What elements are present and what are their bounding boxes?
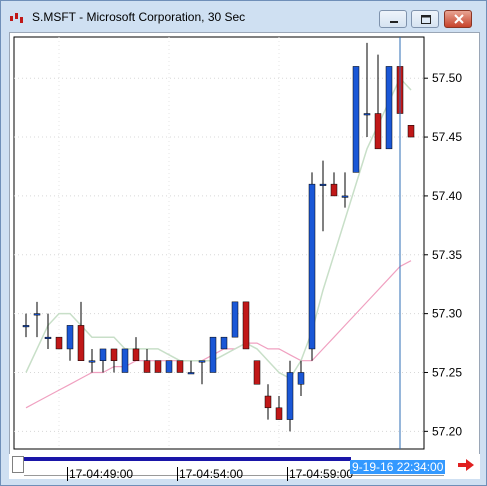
candle-body [363, 113, 371, 116]
candle-body [407, 125, 415, 138]
candle-body [352, 66, 360, 173]
title-bar[interactable]: S.MSFT - Microsoft Corporation, 30 Sec [1, 1, 486, 31]
candle-body [88, 360, 96, 363]
scroll-left-box[interactable] [12, 456, 24, 473]
candle-body [253, 360, 261, 385]
cursor-time-label: 9-19-16 22:34:00 [350, 460, 446, 474]
candle-body [220, 336, 228, 350]
time-label: 17-04:54:00 [179, 467, 244, 481]
restore-icon [421, 15, 431, 24]
y-tick-label: 57.25 [432, 365, 462, 379]
candle-body [231, 301, 239, 338]
close-button[interactable] [444, 10, 472, 28]
time-tick [287, 467, 288, 481]
candle-body [55, 336, 63, 350]
candle-body [165, 360, 173, 373]
time-tick [177, 467, 178, 481]
candle-body [374, 113, 382, 150]
candle-body [22, 325, 30, 328]
ma-slow-line [25, 260, 412, 409]
y-tick-label: 57.50 [432, 71, 462, 85]
candle-body [264, 395, 272, 409]
plot-frame [13, 36, 425, 450]
y-tick-label: 57.30 [432, 307, 462, 321]
minimize-button[interactable] [379, 10, 407, 28]
time-label: 17-04:59:00 [289, 467, 354, 481]
candle-body [110, 348, 118, 361]
candle-body [187, 372, 195, 375]
candle-body [297, 372, 305, 385]
candle-body [341, 195, 349, 198]
time-tick [67, 467, 68, 481]
y-tick-label: 57.40 [432, 189, 462, 203]
time-axis-bar: 17-04:49:00 17-04:54:00 17-04:59:00 9-19… [9, 454, 480, 481]
candle-body [33, 313, 41, 316]
arrow-right-icon[interactable] [457, 457, 475, 473]
close-icon [454, 14, 464, 24]
candle-body [308, 183, 316, 350]
candle-body [286, 372, 294, 420]
candlestick-icon [10, 13, 23, 23]
chart-area[interactable]: 57.50 57.45 57.40 57.35 57.30 57.25 57.20 [9, 32, 480, 479]
time-label: 17-04:49:00 [69, 467, 134, 481]
candle-body [77, 325, 85, 361]
candle-body [198, 360, 206, 363]
candle-body [275, 407, 283, 420]
candle-body [66, 325, 74, 350]
ma-fast-line [25, 76, 412, 380]
candle-body [154, 360, 162, 373]
candle-body [242, 301, 250, 350]
candle-body [132, 348, 140, 361]
candle-body [99, 348, 107, 361]
y-tick-label: 57.35 [432, 248, 462, 262]
candle-body [319, 183, 327, 186]
candle-body [121, 348, 129, 373]
loaded-range-bar [24, 457, 351, 461]
candle-body [209, 336, 217, 373]
window-title: S.MSFT - Microsoft Corporation, 30 Sec [32, 10, 246, 24]
restore-button[interactable] [411, 10, 439, 28]
y-tick-label: 57.20 [432, 424, 462, 438]
candle-body [176, 360, 184, 373]
candle-body [330, 183, 338, 197]
time-axis: 17-04:49:00 17-04:54:00 17-04:59:00 [24, 461, 444, 481]
y-tick-label: 57.45 [432, 130, 462, 144]
price-chart[interactable]: 57.50 57.45 57.40 57.35 57.30 57.25 57.20 [10, 33, 479, 453]
candle-body [143, 360, 151, 373]
minimize-icon [390, 21, 398, 23]
candle-body [44, 336, 52, 339]
candle-body [385, 66, 393, 150]
